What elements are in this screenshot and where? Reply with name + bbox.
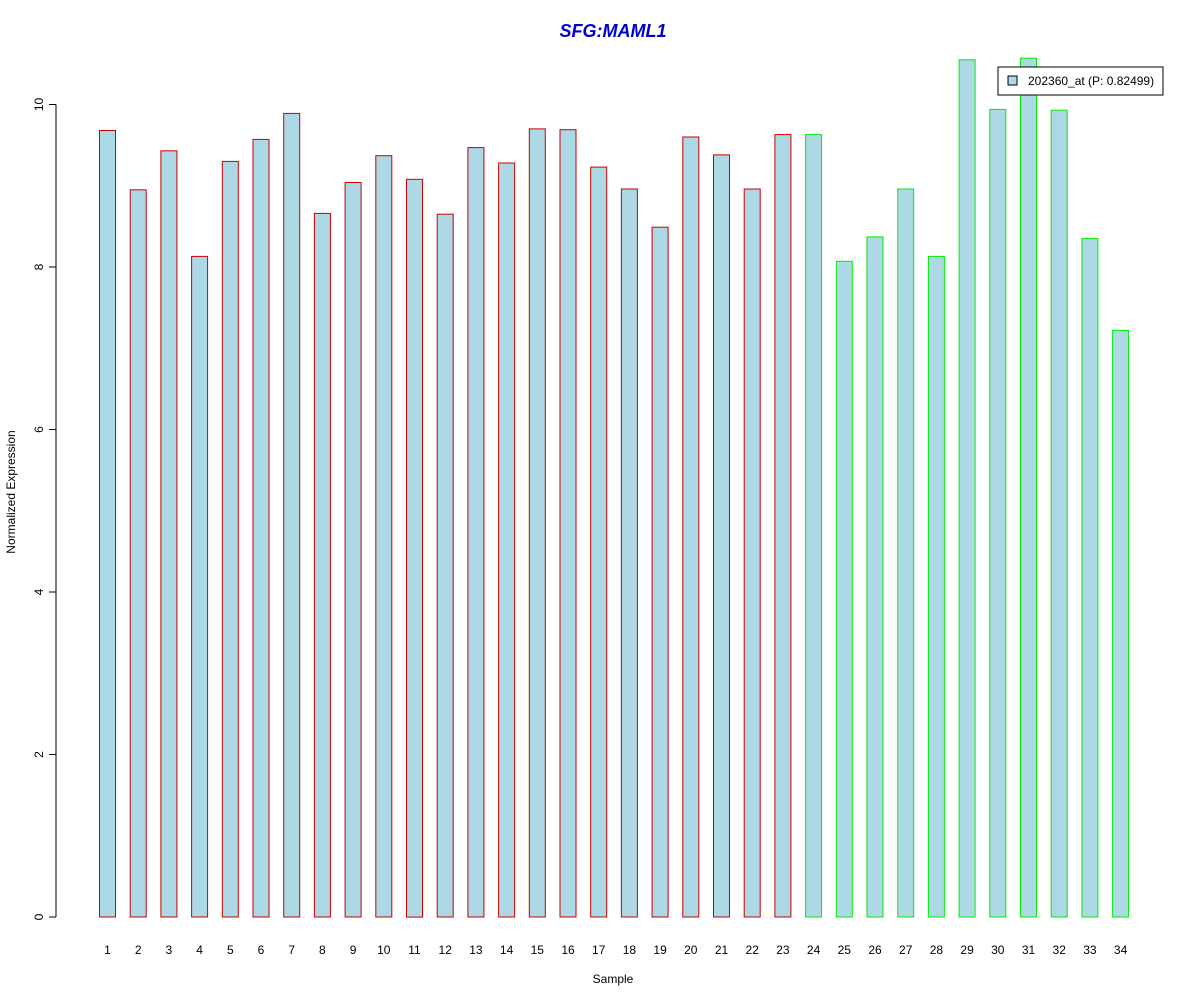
x-tick-label: 13 [469, 943, 483, 957]
x-tick-label: 26 [868, 943, 882, 957]
x-tick-label: 22 [746, 943, 760, 957]
x-tick-label: 6 [258, 943, 265, 957]
bar-sample-29 [958, 59, 976, 918]
bar-sample-20 [682, 136, 700, 918]
bar-sample-23 [774, 134, 792, 918]
x-tick-label: 4 [196, 943, 203, 957]
x-tick-label: 5 [227, 943, 234, 957]
x-axis-title: Sample [593, 972, 634, 986]
y-axis: 0 2 4 6 8 10 [32, 98, 57, 920]
x-tick-label: 17 [592, 943, 606, 957]
bar-sample-7 [283, 112, 301, 918]
y-tick-label: 6 [32, 426, 46, 433]
x-tick-label: 18 [623, 943, 637, 957]
x-tick-label: 11 [408, 943, 421, 957]
x-tick-label: 34 [1114, 943, 1128, 957]
x-tick-label: 21 [715, 943, 729, 957]
bar-sample-28 [927, 255, 945, 918]
x-tick-label: 12 [439, 943, 453, 957]
legend: 202360_at (P: 0.82499) [997, 66, 1164, 96]
bar-sample-27 [897, 188, 915, 918]
bar-sample-30 [989, 108, 1007, 918]
y-tick-label: 4 [32, 588, 46, 595]
bar-sample-21 [713, 154, 730, 918]
bar-sample-5 [221, 160, 239, 918]
x-tick-label: 24 [807, 943, 821, 957]
bar-sample-18 [620, 188, 638, 918]
y-tick-label: 10 [32, 98, 46, 112]
x-tick-label: 20 [684, 943, 698, 957]
x-tick-label: 10 [377, 943, 391, 957]
bar-sample-9 [344, 182, 362, 918]
x-tick-label: 9 [350, 943, 357, 957]
y-tick-label: 8 [32, 263, 46, 270]
bar-sample-10 [375, 155, 393, 918]
x-tick-label: 30 [991, 943, 1005, 957]
x-tick-label: 31 [1022, 943, 1036, 957]
legend-label: 202360_at (P: 0.82499) [1028, 74, 1154, 88]
bar-sample-2 [129, 189, 147, 918]
x-tick-label: 14 [500, 943, 514, 957]
bar-sample-11 [406, 178, 423, 918]
x-axis-labels: 1 2 3 4 5 6 7 8 9 10 11 12 13 14 15 16 17 18 19 20 21 22 23 24 2… [104, 943, 1127, 957]
bar-sample-32 [1050, 109, 1068, 918]
x-tick-label: 7 [288, 943, 295, 957]
bar-sample-34 [1112, 329, 1130, 918]
y-axis-title: Normalized Expression [4, 430, 18, 553]
bar-sample-33 [1081, 238, 1099, 918]
x-tick-label: 19 [653, 943, 667, 957]
bar-series [99, 57, 1130, 918]
x-tick-label: 8 [319, 943, 326, 957]
bar-sample-24 [805, 134, 823, 918]
bar-sample-1 [99, 130, 116, 918]
bar-sample-31 [1020, 57, 1037, 918]
bar-sample-17 [590, 166, 608, 918]
x-tick-label: 2 [135, 943, 142, 957]
x-tick-label: 16 [561, 943, 575, 957]
bar-sample-6 [252, 138, 270, 918]
x-tick-label: 32 [1053, 943, 1067, 957]
bar-sample-26 [866, 236, 884, 918]
legend-swatch [1007, 75, 1018, 86]
bar-sample-8 [313, 212, 331, 918]
bar-sample-13 [467, 147, 485, 918]
y-tick-label: 2 [32, 751, 46, 758]
bar-sample-3 [160, 150, 178, 918]
x-tick-label: 27 [899, 943, 913, 957]
chart-title: SFG:MAML1 [560, 21, 667, 41]
legend-box [997, 66, 1164, 96]
bar-sample-12 [436, 213, 454, 918]
x-tick-label: 3 [166, 943, 173, 957]
bar-sample-4 [191, 255, 209, 918]
x-tick-label: 33 [1083, 943, 1097, 957]
x-tick-label: 29 [960, 943, 974, 957]
x-tick-label: 15 [531, 943, 545, 957]
x-tick-label: 25 [838, 943, 852, 957]
bar-sample-22 [743, 188, 761, 918]
x-tick-label: 23 [776, 943, 790, 957]
bar-sample-16 [559, 129, 577, 918]
y-tick-label: 0 [32, 913, 46, 920]
bar-sample-25 [835, 260, 853, 918]
x-tick-label: 28 [930, 943, 944, 957]
bar-sample-14 [498, 162, 516, 918]
bar-sample-15 [528, 128, 546, 918]
bar-sample-19 [651, 226, 669, 918]
x-tick-label: 1 [104, 943, 111, 957]
